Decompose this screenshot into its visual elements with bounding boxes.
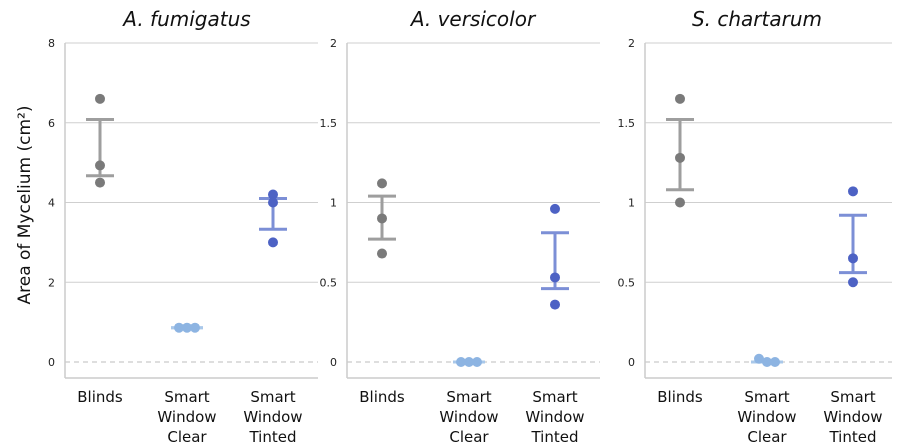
chart-panel-2: A. versicolor 0 0.5 1 1.5 2 Blinds Smart Window C…	[320, 7, 600, 446]
y-tick-label: 0.5	[618, 276, 636, 289]
x-tick-label-line: Window	[157, 408, 216, 426]
data-point	[268, 237, 278, 248]
x-tick-label: Smart Window Clear	[439, 388, 498, 446]
chart-title: A. versicolor	[409, 7, 537, 31]
chart-panel-3: S. chartarum 0 0.5 1 1.5 2 Blinds Smart Window Cl…	[618, 7, 892, 446]
data-point	[675, 93, 685, 104]
data-point	[848, 277, 858, 288]
data-point	[190, 322, 200, 333]
x-tick-label-line: Tinted	[530, 428, 578, 446]
data-point	[377, 248, 387, 259]
y-axis-label: Area of Mycelium (cm²)	[15, 105, 35, 304]
y-tick-label: 8	[48, 37, 55, 50]
data-point	[848, 186, 858, 197]
y-tick-label: 1.5	[320, 117, 338, 130]
data-point	[456, 357, 466, 367]
y-tick-label: 0	[628, 356, 635, 369]
y-tick-label: 2	[628, 37, 635, 50]
x-tick-label-line: Smart	[164, 388, 209, 406]
y-tick-label: 1.5	[618, 117, 636, 130]
y-tick-label: 6	[48, 117, 55, 130]
data-point	[182, 322, 192, 333]
data-point	[377, 213, 387, 224]
chart-title: S. chartarum	[692, 7, 822, 31]
x-tick-label-line: Window	[525, 408, 584, 426]
x-tick-label: Smart Window Tinted	[243, 388, 302, 446]
data-point	[472, 357, 482, 367]
x-tick-label: Smart Window Clear	[157, 388, 216, 446]
data-point	[464, 357, 474, 367]
data-point	[762, 357, 772, 367]
data-point	[550, 203, 560, 214]
x-tick-label: Blinds	[77, 388, 123, 406]
data-point	[268, 189, 278, 200]
y-tick-label: 0.5	[320, 276, 338, 289]
data-point	[95, 177, 105, 188]
x-tick-label-line: Clear	[167, 428, 207, 446]
y-tick-label: 0	[48, 356, 55, 369]
data-point	[268, 197, 278, 208]
data-point	[550, 272, 560, 283]
x-tick-label-line: Window	[243, 408, 302, 426]
x-tick-label-line: Window	[439, 408, 498, 426]
x-tick-label-line: Window	[823, 408, 882, 426]
data-point	[848, 253, 858, 264]
y-tick-label: 0	[330, 356, 337, 369]
x-tick-label: Blinds	[359, 388, 405, 406]
x-tick-label-line: Blinds	[657, 388, 703, 406]
data-point	[675, 197, 685, 208]
x-tick-label-line: Smart	[830, 388, 875, 406]
x-tick-label: Smart Window Clear	[737, 388, 796, 446]
data-point	[377, 178, 387, 189]
x-tick-label: Smart Window Tinted	[823, 388, 882, 446]
x-tick-label-line: Smart	[744, 388, 789, 406]
x-tick-label-line: Window	[737, 408, 796, 426]
data-point	[174, 322, 184, 333]
x-tick-label-line: Blinds	[77, 388, 123, 406]
x-tick-label: Blinds	[657, 388, 703, 406]
y-tick-label: 2	[48, 276, 55, 289]
data-point	[675, 152, 685, 163]
x-tick-label-line: Smart	[532, 388, 577, 406]
x-tick-label-line: Clear	[747, 428, 787, 446]
data-point	[754, 353, 764, 364]
y-tick-label: 1	[628, 197, 635, 210]
y-tick-label: 1	[330, 197, 337, 210]
data-point	[550, 299, 560, 310]
x-tick-label-line: Clear	[449, 428, 489, 446]
x-tick-label-line: Smart	[250, 388, 295, 406]
x-tick-label: Smart Window Tinted	[525, 388, 584, 446]
x-tick-label-line: Tinted	[828, 428, 876, 446]
x-tick-label-line: Smart	[446, 388, 491, 406]
data-point	[95, 160, 105, 171]
chart-title: A. fumigatus	[121, 7, 250, 31]
data-point	[95, 93, 105, 104]
data-point	[770, 357, 780, 367]
y-tick-label: 4	[48, 197, 55, 210]
x-tick-label-line: Tinted	[248, 428, 296, 446]
y-tick-label: 2	[330, 37, 337, 50]
x-tick-label-line: Blinds	[359, 388, 405, 406]
